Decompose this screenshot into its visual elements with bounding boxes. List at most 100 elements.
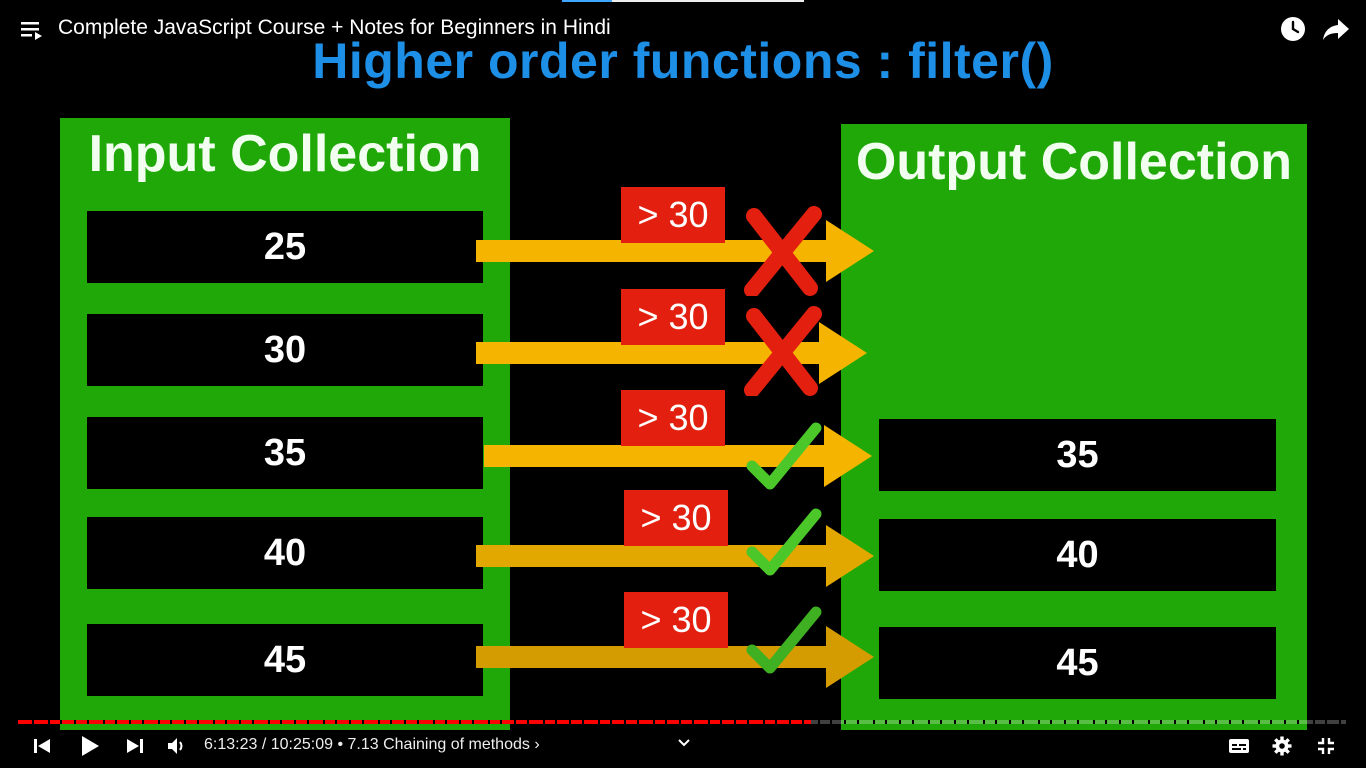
input-value: 35 — [87, 417, 483, 489]
chapter-gap — [404, 720, 406, 724]
chapter-gap — [225, 720, 227, 724]
chapter-gap — [708, 720, 710, 724]
subtitles-icon[interactable] — [1228, 737, 1250, 755]
output-value: 40 — [879, 519, 1276, 591]
chapter-gap — [1270, 720, 1272, 724]
chapter-gap — [555, 720, 557, 724]
previous-icon[interactable] — [33, 737, 51, 755]
chapter-gap — [1229, 720, 1231, 724]
chevron-down-icon[interactable] — [677, 738, 691, 748]
slide-heading: Higher order functions : filter() — [312, 33, 1054, 89]
chapter-gap — [873, 720, 875, 724]
next-icon[interactable] — [126, 737, 144, 755]
filter-arrow — [476, 322, 867, 384]
chapter-gap — [500, 720, 502, 724]
chapter-gap — [378, 720, 380, 724]
passed-check-icon — [746, 422, 822, 490]
chapter-gap — [1160, 720, 1162, 724]
chapter-gap — [514, 720, 516, 724]
chapter-gap — [598, 720, 600, 724]
condition-label: > 30 — [624, 490, 728, 546]
volume-icon[interactable] — [167, 737, 187, 755]
chapter-gap — [637, 720, 639, 724]
playlist-icon[interactable] — [20, 18, 46, 42]
chapter-gap — [543, 720, 545, 724]
rejected-cross-icon — [744, 206, 822, 296]
chapter-gap — [307, 720, 309, 724]
chapter-gap — [213, 720, 215, 724]
chapter-gap — [1313, 720, 1315, 724]
chapter-gap — [912, 720, 914, 724]
chapter-gap — [1132, 720, 1134, 724]
chapter-gap — [844, 720, 846, 724]
chapter-gap — [115, 720, 117, 724]
chapter-gap — [472, 720, 474, 724]
output-collection-title: Output Collection — [855, 133, 1293, 191]
chapter-gap — [142, 720, 144, 724]
chapter-gap — [87, 720, 89, 724]
filter-arrow — [476, 220, 874, 282]
chapter-gap — [967, 720, 969, 724]
share-icon[interactable] — [1322, 16, 1350, 42]
chapter-gap — [802, 720, 804, 724]
chapter-gap — [459, 720, 461, 724]
passed-check-icon — [746, 606, 822, 674]
chapter-gap — [239, 720, 241, 724]
input-value: 25 — [87, 211, 483, 283]
chapter-gap — [857, 720, 859, 724]
condition-label: > 30 — [621, 390, 725, 446]
chapter-gap — [1050, 720, 1052, 724]
chapter-gap — [734, 720, 736, 724]
chapter-title[interactable]: 7.13 Chaining of methods › — [348, 736, 540, 753]
chapter-gap — [197, 720, 199, 724]
chapter-gap — [32, 720, 34, 724]
chapter-gap — [995, 720, 997, 724]
watch-later-icon[interactable] — [1280, 16, 1306, 42]
chapter-gap — [390, 720, 392, 724]
chapter-gap — [1325, 720, 1327, 724]
chapter-gap — [1297, 720, 1299, 724]
chapter-gap — [1187, 720, 1189, 724]
exit-fullscreen-icon[interactable] — [1317, 737, 1335, 755]
settings-gear-icon[interactable] — [1272, 736, 1292, 756]
chapter-gap — [170, 720, 172, 724]
chapter-gap — [268, 720, 270, 724]
chapter-gap — [954, 720, 956, 724]
chapter-gap — [445, 720, 447, 724]
current-time: 6:13:23 — [204, 736, 258, 753]
filter-arrow — [476, 626, 874, 688]
chapter-gap — [569, 720, 571, 724]
chapter-chevron-icon: › — [534, 736, 540, 753]
condition-label: > 30 — [621, 289, 725, 345]
chapter-gap — [818, 720, 820, 724]
chapter-gap — [1022, 720, 1024, 724]
chapter-gap — [1339, 720, 1341, 724]
chapter-gap — [1105, 720, 1107, 724]
chapter-gap — [1203, 720, 1205, 724]
condition-label: > 30 — [621, 187, 725, 243]
chapter-gap — [252, 720, 254, 724]
chapter-gap — [1242, 720, 1244, 724]
progress-bar[interactable] — [18, 720, 1346, 724]
chapter-gap — [294, 720, 296, 724]
chapter-gap — [1009, 720, 1011, 724]
chapter-gap — [280, 720, 282, 724]
chapter-marker — [562, 0, 804, 2]
chapter-gap — [928, 720, 930, 724]
chapter-gap — [679, 720, 681, 724]
chapter-gap — [184, 720, 186, 724]
chapter-gap — [1077, 720, 1079, 724]
play-icon[interactable] — [79, 735, 101, 757]
time-separator: / — [257, 736, 271, 753]
chapter-gap — [433, 720, 435, 724]
condition-label: > 30 — [624, 592, 728, 648]
filter-arrow — [484, 425, 872, 487]
chapter-gap — [1119, 720, 1121, 724]
chapter-gap — [1215, 720, 1217, 724]
chapter-gap — [1038, 720, 1040, 724]
video-title[interactable]: Complete JavaScript Course + Notes for B… — [58, 16, 611, 39]
top-gradient — [0, 0, 1366, 70]
input-value: 30 — [87, 314, 483, 386]
chapter-gap — [1064, 720, 1066, 724]
rejected-cross-icon — [744, 306, 822, 396]
